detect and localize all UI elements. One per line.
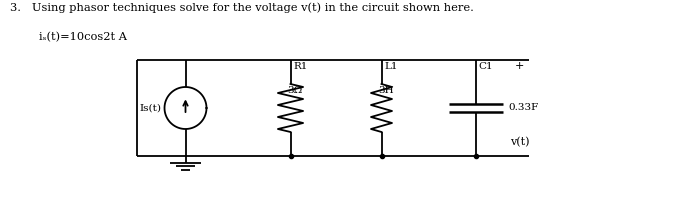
Text: 3.   Using phasor techniques solve for the voltage v(t) in the circuit shown her: 3. Using phasor techniques solve for the… xyxy=(10,2,475,13)
Text: 3Ω: 3Ω xyxy=(287,86,302,95)
Text: 0.33F: 0.33F xyxy=(508,104,538,112)
Text: v(t): v(t) xyxy=(510,137,529,147)
Text: Is(t): Is(t) xyxy=(139,104,161,112)
Text: 3H: 3H xyxy=(378,86,393,95)
Text: R1: R1 xyxy=(293,62,308,71)
Text: iₛ(t)=10cos2t A: iₛ(t)=10cos2t A xyxy=(10,32,127,42)
Text: +: + xyxy=(515,61,524,71)
Text: C1: C1 xyxy=(479,62,493,71)
Text: L1: L1 xyxy=(384,62,398,71)
